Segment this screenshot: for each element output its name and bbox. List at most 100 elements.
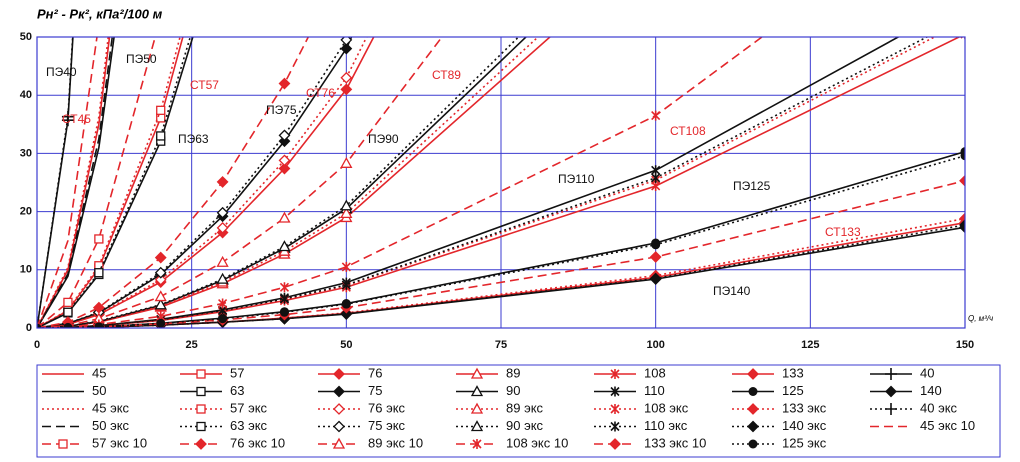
legend-marker	[333, 420, 345, 433]
legend-label: 108 экс	[644, 400, 689, 415]
legend-item: 76 экс	[318, 400, 406, 415]
legend-label: 108	[644, 365, 666, 380]
legend-item: 133 экс	[732, 400, 827, 415]
annotation: ПЭ125	[733, 179, 771, 193]
legend-marker	[470, 402, 484, 414]
legend-marker	[333, 385, 345, 398]
legend-marker	[195, 438, 207, 450]
legend-label: 125 экс	[782, 435, 827, 450]
y-tick-label: 50	[20, 31, 32, 43]
legend-item: 89 экс 10	[318, 435, 423, 450]
annotation: ПЭ140	[713, 284, 751, 298]
marker	[94, 322, 104, 328]
legend-item: 133	[732, 365, 804, 380]
series-line	[37, 37, 443, 328]
marker	[340, 71, 353, 84]
marker	[94, 268, 104, 278]
legend-item: 108	[594, 365, 666, 380]
marker	[156, 113, 166, 123]
legend-marker	[470, 367, 484, 379]
marker	[279, 282, 290, 293]
legend-marker	[885, 403, 897, 415]
legend-label: 63	[230, 383, 244, 398]
legend-label: 40 экс	[920, 400, 958, 415]
legend-marker	[610, 404, 620, 414]
legend-label: 40	[920, 365, 934, 380]
legend-item: 89	[456, 365, 520, 380]
legend-item: 140	[870, 383, 942, 398]
legend-marker	[196, 386, 206, 397]
x-tick-label: 0	[34, 339, 40, 351]
legend-item: 45 экс	[42, 400, 130, 415]
marker	[63, 322, 73, 328]
annotation: ПЭ75	[266, 103, 297, 117]
marker	[651, 172, 661, 183]
legend-item: 76 экс 10	[180, 435, 285, 450]
marker	[278, 77, 291, 90]
legend-label: 89	[506, 365, 520, 380]
marker	[651, 240, 661, 250]
marker	[341, 279, 351, 290]
annotation: ПЭ90	[368, 132, 399, 146]
annotation: ПЭ40	[46, 65, 77, 79]
x-tick-label: 25	[186, 339, 198, 351]
marker	[651, 110, 661, 121]
legend-label: 57 экс 10	[92, 435, 147, 450]
legend-label: 133	[782, 365, 804, 380]
marker	[340, 307, 353, 320]
legend-label: 110 экс	[644, 418, 688, 433]
legend-marker	[748, 439, 758, 449]
legend-marker	[470, 420, 484, 432]
legend-label: 75 экс	[368, 418, 406, 433]
x-axis-label: Q, м³/ч	[968, 314, 993, 323]
marker	[340, 42, 353, 55]
legend-label: 133 экс	[782, 400, 827, 415]
legend-label: 76	[368, 365, 382, 380]
legend-marker	[610, 369, 620, 379]
series-line	[37, 37, 520, 328]
legend-item: 75 экс	[318, 418, 406, 433]
legend-label: 108 экс 10	[506, 435, 568, 450]
marker	[154, 273, 167, 286]
legend-item: 40	[870, 365, 934, 380]
x-tick-label: 50	[340, 339, 352, 351]
series-line	[37, 37, 114, 328]
marker	[279, 307, 289, 317]
legend-label: 89 экс 10	[368, 435, 423, 450]
x-tick-label: 150	[956, 339, 974, 351]
legend-label: 45 экс	[92, 400, 130, 415]
annotation: СТ133	[825, 225, 861, 239]
legend-item: 108 экс	[594, 400, 689, 415]
x-tick-label: 100	[646, 339, 664, 351]
legend-label: 133 экс 10	[644, 435, 706, 450]
legend-marker	[333, 403, 345, 415]
legend-label: 110	[644, 383, 665, 398]
marker	[278, 211, 291, 223]
legend-item: 45	[42, 365, 106, 380]
chart-title: Pн² - Pк², кПа²/100 м	[37, 6, 163, 21]
marker	[63, 297, 73, 308]
series-line	[37, 37, 157, 328]
legend-label: 50	[92, 383, 106, 398]
marker	[216, 206, 229, 219]
marker	[960, 151, 965, 161]
annotation: ПЭ110	[558, 172, 595, 186]
legend-label: 57 экс	[230, 400, 268, 415]
legend-item: 108 экс 10	[456, 435, 568, 450]
legend-item: 89 экс	[456, 400, 544, 415]
marker	[216, 255, 229, 267]
marker	[154, 290, 167, 302]
annotation: СТ89	[432, 68, 461, 82]
plot-area	[37, 37, 965, 328]
marker	[649, 251, 662, 263]
legend-item: 75	[318, 383, 382, 398]
y-tick-label: 20	[20, 206, 32, 218]
marker	[959, 174, 965, 187]
marker	[154, 298, 167, 310]
legend-item: 63 экс	[180, 418, 268, 433]
marker	[278, 129, 291, 142]
legend-item: 63	[180, 383, 244, 398]
legend-label: 50 экс	[92, 418, 130, 433]
marker	[279, 293, 290, 304]
